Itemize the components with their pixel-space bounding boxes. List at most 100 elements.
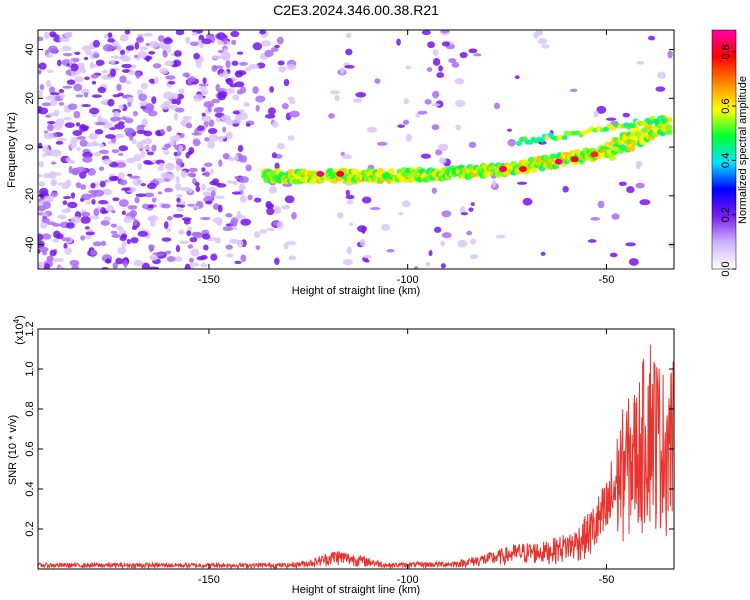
spectrogram-noise-cell: [440, 263, 446, 269]
spectrogram-noise-cell: [85, 200, 92, 205]
spectrogram-noise-cell: [50, 92, 60, 96]
spectrogram-ridge-cell: [645, 124, 653, 131]
spectrogram-noise-cell: [73, 110, 81, 119]
spectrogram-noise-cell: [90, 74, 99, 79]
spectrogram-noise-cell: [667, 50, 673, 59]
spectrogram-noise-cell: [240, 86, 247, 94]
spectrogram-noise-cell: [133, 218, 138, 226]
spectrogram-noise-cell: [334, 94, 340, 102]
spectrogram-noise-cell: [590, 217, 601, 221]
spectrogram-noise-cell: [68, 165, 73, 174]
spectrogram-noise-cell: [215, 83, 221, 92]
spectrogram-noise-cell: [132, 178, 142, 186]
spectrogram-noise-cell: [147, 204, 154, 209]
spectrogram-noise-cell: [109, 68, 117, 77]
spectrogram-noise-cell: [127, 173, 133, 177]
spectrogram-noise-cell: [562, 185, 569, 193]
spectrogram-noise-cell: [405, 65, 412, 70]
spectrogram-noise-cell: [628, 258, 639, 266]
spectrogram-noise-cell: [148, 266, 160, 269]
spectrogram-noise-cell: [45, 80, 52, 88]
spectrogram-noise-cell: [164, 143, 171, 149]
spectrogram-noise-cell: [41, 102, 52, 107]
spectrogram-noise-cell: [81, 104, 91, 108]
spectrogram-noise-cell: [196, 125, 205, 132]
spectrogram-noise-cell: [38, 261, 44, 269]
spectrogram-noise-cell: [76, 136, 86, 140]
spectrogram-noise-cell: [174, 256, 183, 262]
spectrogram-noise-cell: [441, 41, 450, 47]
spectrogram-noise-cell: [64, 32, 73, 39]
spectrogram-noise-cell: [470, 202, 475, 206]
spectrogram-noise-cell: [342, 259, 353, 266]
spectrogram-noise-cell: [426, 67, 433, 72]
spectrogram-ridge: [261, 114, 673, 185]
spectrogram-noise-cell: [636, 61, 645, 65]
spectrogram-peak-cell: [316, 170, 325, 177]
spectrogram-noise-cell: [386, 249, 395, 253]
spectrogram-noise-cell: [50, 161, 57, 165]
spectrogram-noise-cell: [171, 99, 178, 105]
spectrogram-noise-cell: [178, 145, 183, 153]
spectrogram-noise-cell: [74, 76, 84, 83]
spectrogram-noise-cell: [200, 115, 212, 122]
spectrogram-noise-cell: [38, 160, 44, 168]
spectrogram-noise-cell: [209, 168, 214, 175]
spectrogram-noise-cell: [162, 91, 174, 100]
spectrogram-noise-cell: [441, 232, 452, 239]
spectrogram-noise-cell: [91, 198, 96, 205]
spectrogram-noise-cell: [38, 107, 49, 115]
spectrogram-noise-cell: [145, 55, 151, 62]
spectrogram-noise-cell: [110, 116, 120, 122]
spectrogram-noise-cell: [141, 118, 149, 126]
spectrogram-noise-cell: [135, 193, 147, 198]
spectrogram-noise-cell: [234, 175, 239, 180]
spectrogram-noise-cell: [97, 86, 107, 94]
spectrogram-noise-cell: [102, 210, 109, 214]
spectrogram-noise-cell: [240, 254, 247, 262]
spectrogram-noise-cell: [187, 187, 193, 194]
spectrogram-noise-cell: [636, 160, 643, 167]
spectrogram-noise-cell: [125, 45, 135, 51]
spectrogram-noise-cell: [167, 45, 172, 54]
spectrogram-noise-cell: [516, 181, 528, 185]
spectrogram-ridge-cell: [628, 145, 636, 152]
spectrogram-x-tick-label: -100: [397, 274, 419, 286]
spectrogram-noise-cell: [163, 150, 170, 156]
spectrogram-noise-cell: [102, 188, 113, 196]
spectrogram-noise-cell: [61, 237, 71, 242]
spectrogram-noise-cell: [235, 214, 246, 220]
spectrogram-noise-cell: [93, 208, 100, 217]
spectrogram-noise-cell: [441, 210, 452, 218]
spectrogram-noise-cell: [163, 221, 169, 230]
spectrogram-noise-cell: [348, 222, 354, 226]
spectrogram-noise-cell: [185, 36, 190, 45]
spectrogram-noise-cell: [264, 49, 274, 57]
spectrogram-x-axis-label: Height of straight line (km): [292, 285, 420, 297]
spectrogram-noise-cell: [116, 44, 122, 52]
spectrogram-noise-cell: [229, 238, 240, 244]
spectrogram-noise-cell: [266, 207, 275, 216]
spectrogram-noise-cell: [75, 166, 87, 173]
snr-x-ticks: -150 -100 -50: [198, 329, 614, 586]
spectrogram-noise-cell: [222, 226, 234, 232]
spectrogram-noise-cell: [49, 86, 56, 95]
spectrogram-noise-cell: [359, 238, 366, 247]
spectrogram-noise-cell: [144, 192, 155, 198]
spectrogram-noise-cell: [148, 244, 155, 250]
colorbar-tick-label: 0.8: [720, 44, 732, 59]
spectrogram-noise-cell: [175, 30, 185, 36]
spectrogram-noise-cell: [274, 257, 280, 265]
spectrogram-y-tick-label: -40: [24, 237, 36, 253]
spectrogram-noise-cell: [141, 262, 150, 269]
snr-series-line: [38, 344, 674, 569]
spectrogram-noise-cell: [166, 215, 173, 221]
colorbar: 0.0 0.2 0.4 0.6 0.8 Normalized spectral ampl…: [711, 29, 749, 277]
spectrogram-noise-cell: [64, 122, 75, 129]
spectrogram-noise-cell: [42, 201, 51, 210]
spectrogram-noise-cell: [491, 180, 497, 188]
spectrogram-noise-cell: [38, 69, 42, 75]
spectrogram-noise-cell: [147, 182, 157, 190]
spectrogram-noise-cell: [72, 167, 78, 176]
spectrogram-noise-cell: [90, 249, 97, 256]
